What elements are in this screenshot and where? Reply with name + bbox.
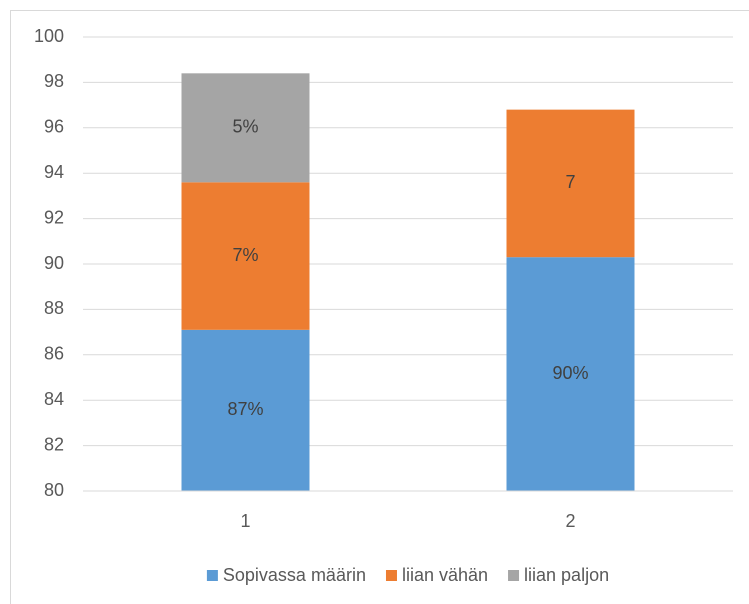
- legend-label: liian paljon: [524, 565, 609, 585]
- y-tick-label: 88: [44, 298, 64, 318]
- value-label: 7%: [232, 245, 258, 265]
- y-tick-label: 82: [44, 434, 64, 454]
- x-tick-label: 2: [565, 511, 575, 531]
- x-tick-label: 1: [240, 511, 250, 531]
- y-tick-label: 84: [44, 389, 64, 409]
- legend-swatch: [508, 570, 520, 581]
- bar-segment: [506, 109, 635, 258]
- y-tick-label: 86: [44, 344, 64, 364]
- legend-label: Sopivassa määrin: [223, 565, 366, 585]
- legend-swatch: [206, 570, 218, 581]
- value-label: 7: [565, 172, 575, 192]
- y-tick-label: 90: [44, 253, 64, 273]
- value-label: 87%: [227, 399, 263, 419]
- chart-frame: [10, 10, 749, 604]
- y-tick-label: 96: [44, 117, 64, 137]
- legend-label: liian vähän: [402, 565, 488, 585]
- bar-segment: [506, 257, 635, 491]
- y-tick-label: 92: [44, 207, 64, 227]
- y-tick-label: 80: [44, 480, 64, 500]
- bar-segment: [181, 182, 310, 330]
- bar-segment: [181, 329, 310, 491]
- y-tick-label: 94: [44, 162, 64, 182]
- value-label: 90%: [552, 363, 588, 383]
- y-tick-label: 100: [34, 26, 64, 46]
- y-tick-label: 98: [44, 71, 64, 91]
- bar-segment: [181, 73, 310, 183]
- value-label: 5%: [232, 117, 258, 137]
- legend-swatch: [385, 570, 397, 581]
